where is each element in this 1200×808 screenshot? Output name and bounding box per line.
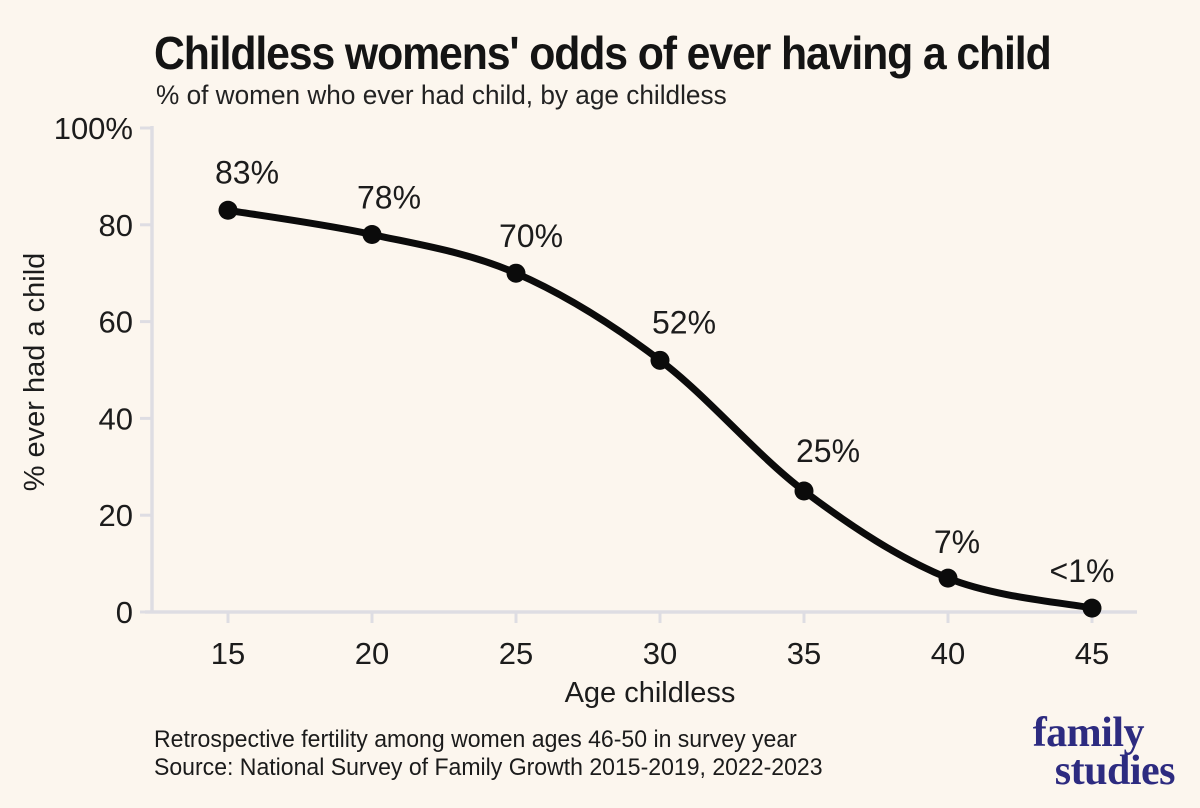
data-point-label: 83% — [215, 154, 279, 190]
x-tick-label: 35 — [787, 636, 821, 671]
data-point-label: 70% — [499, 218, 563, 254]
x-axis-title: Age childless — [565, 677, 736, 709]
data-point — [506, 263, 526, 283]
family-studies-logo: family studies — [1032, 710, 1176, 794]
x-tick-label: 15 — [211, 636, 245, 671]
chart-subtitle: % of women who ever had child, by age ch… — [156, 80, 727, 110]
logo-line-family: family — [1032, 710, 1145, 756]
data-point — [1082, 598, 1102, 618]
y-tick-label: 80 — [99, 208, 133, 243]
y-tick-label: 40 — [99, 401, 133, 436]
x-tick-label: 40 — [931, 636, 965, 671]
y-tick-label: 60 — [99, 305, 133, 340]
data-point — [938, 568, 958, 588]
chart-footer: Retrospective fertility among women ages… — [154, 726, 823, 782]
x-tick-label: 30 — [643, 636, 677, 671]
data-point — [362, 224, 382, 244]
logo-line-studies: studies — [1054, 748, 1176, 794]
data-point — [794, 481, 814, 501]
data-point — [218, 200, 238, 220]
y-tick-label: 100% — [54, 111, 133, 146]
y-axis-title: % ever had a child — [19, 253, 51, 492]
data-point-label: 7% — [934, 524, 980, 560]
x-tick-label: 45 — [1075, 636, 1109, 671]
data-point-label: 52% — [652, 304, 716, 340]
data-point-label: 25% — [796, 433, 860, 469]
data-point-label: 78% — [357, 179, 421, 215]
chart-title: Childless womens' odds of ever having a … — [154, 27, 1052, 79]
source-note: Source: National Survey of Family Growth… — [154, 754, 823, 781]
data-point-label: <1% — [1050, 553, 1115, 589]
data-point — [650, 350, 670, 370]
x-tick-label: 20 — [355, 636, 389, 671]
y-tick-label: 0 — [116, 595, 133, 630]
footnote: Retrospective fertility among women ages… — [154, 726, 797, 753]
x-tick-label: 25 — [499, 636, 533, 671]
y-tick-label: 20 — [99, 498, 133, 533]
